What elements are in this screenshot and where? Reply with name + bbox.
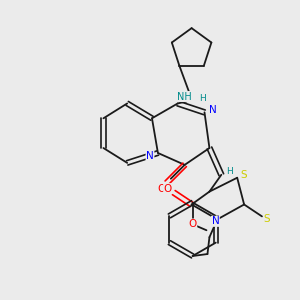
Text: NH: NH — [177, 92, 192, 101]
Text: S: S — [241, 170, 247, 180]
Text: O: O — [164, 184, 172, 194]
Text: N: N — [209, 105, 217, 116]
Text: N: N — [146, 151, 154, 161]
Text: H: H — [226, 167, 232, 176]
Text: N: N — [212, 216, 219, 226]
Text: O: O — [158, 184, 166, 194]
Text: O: O — [188, 219, 197, 229]
Text: H: H — [199, 94, 206, 103]
Text: S: S — [264, 214, 270, 224]
